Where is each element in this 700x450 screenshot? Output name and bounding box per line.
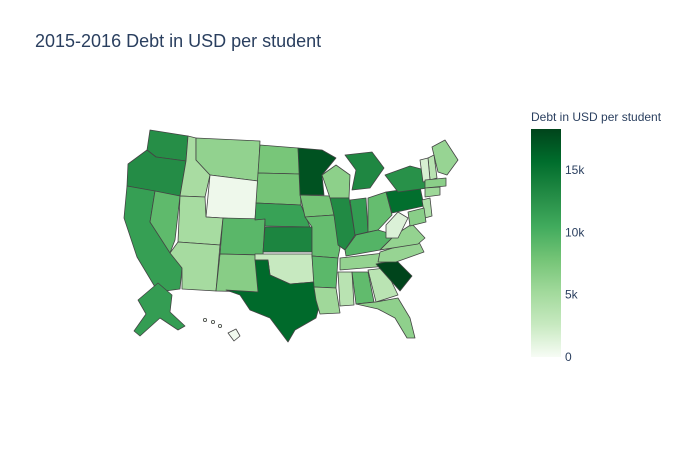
state-co[interactable] [219, 217, 266, 256]
state-hi[interactable] [227, 328, 241, 342]
state-tx[interactable] [225, 259, 323, 343]
state-az[interactable] [169, 241, 221, 292]
colorbar-tick-label: 0 [565, 350, 572, 364]
state-ks[interactable] [262, 226, 313, 253]
state-wy[interactable] [205, 174, 259, 221]
state-wv[interactable] [385, 211, 409, 239]
state-ia[interactable] [299, 194, 335, 218]
hawaii-island-2 [210, 319, 215, 324]
state-mi[interactable] [344, 151, 385, 191]
colorbar-tick-label: 15k [565, 163, 585, 177]
state-fl[interactable] [355, 297, 416, 339]
state-nv[interactable] [149, 190, 181, 254]
state-me[interactable] [431, 139, 459, 176]
state-wi[interactable] [321, 164, 351, 199]
state-ar[interactable] [311, 255, 339, 289]
colorbar: 0 5k 10k 15k [531, 129, 585, 364]
state-nm[interactable] [215, 253, 261, 293]
colorbar-tick-label: 10k [565, 225, 585, 239]
state-ma[interactable] [424, 177, 447, 189]
state-sd[interactable] [255, 172, 302, 206]
state-ak[interactable] [133, 282, 186, 337]
colorbar-gradient [531, 129, 561, 357]
hawaii-island-3 [217, 323, 222, 328]
colorbar-tick-label: 5k [565, 288, 579, 302]
state-ga[interactable] [367, 267, 399, 303]
colorbar-title: Debt in USD per student [531, 110, 662, 124]
state-ms[interactable] [337, 271, 355, 307]
chart-title: 2015-2016 Debt in USD per student [35, 31, 322, 51]
state-nd[interactable] [257, 144, 301, 175]
state-md[interactable] [407, 207, 427, 227]
state-ne[interactable] [254, 202, 311, 228]
hawaii-island-1 [202, 317, 207, 322]
state-la[interactable] [313, 286, 341, 315]
state-ct[interactable] [424, 186, 441, 198]
states-layer [123, 129, 459, 343]
state-oh[interactable] [367, 191, 393, 233]
